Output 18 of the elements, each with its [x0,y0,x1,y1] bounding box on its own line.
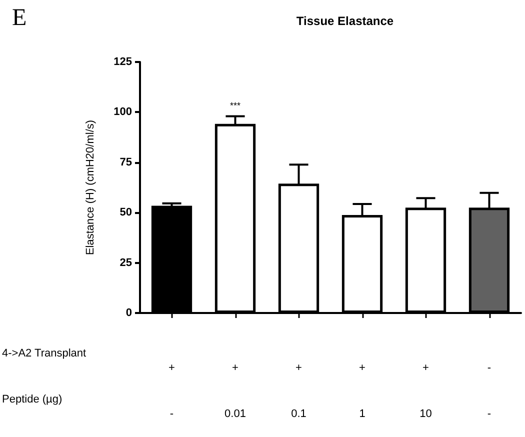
annotation: *** [230,100,241,111]
category-label: + 0.1 [291,362,306,420]
y-tick-label: 0 [126,307,132,319]
category-label: - - [487,362,492,420]
y-tick-label: 25 [120,256,132,269]
chart-title: Tissue Elastance [296,14,394,28]
y-tick-label: 125 [114,56,132,68]
y-axis-title: Elastance (H) (cmH20/ml/s) [84,120,96,256]
y-tick-label: 75 [120,156,132,168]
category-label: + 10 [420,362,432,420]
category-label: + - [168,362,175,420]
y-tick-label: 50 [120,206,132,219]
text: E [12,5,27,31]
category-label: + 0.01 [224,362,246,420]
text: Peptide (µg) [2,394,62,406]
y-tick-label: 100 [114,106,132,118]
text: 4->A2 Transplant [2,348,86,360]
category-label: + 1 [359,362,366,420]
